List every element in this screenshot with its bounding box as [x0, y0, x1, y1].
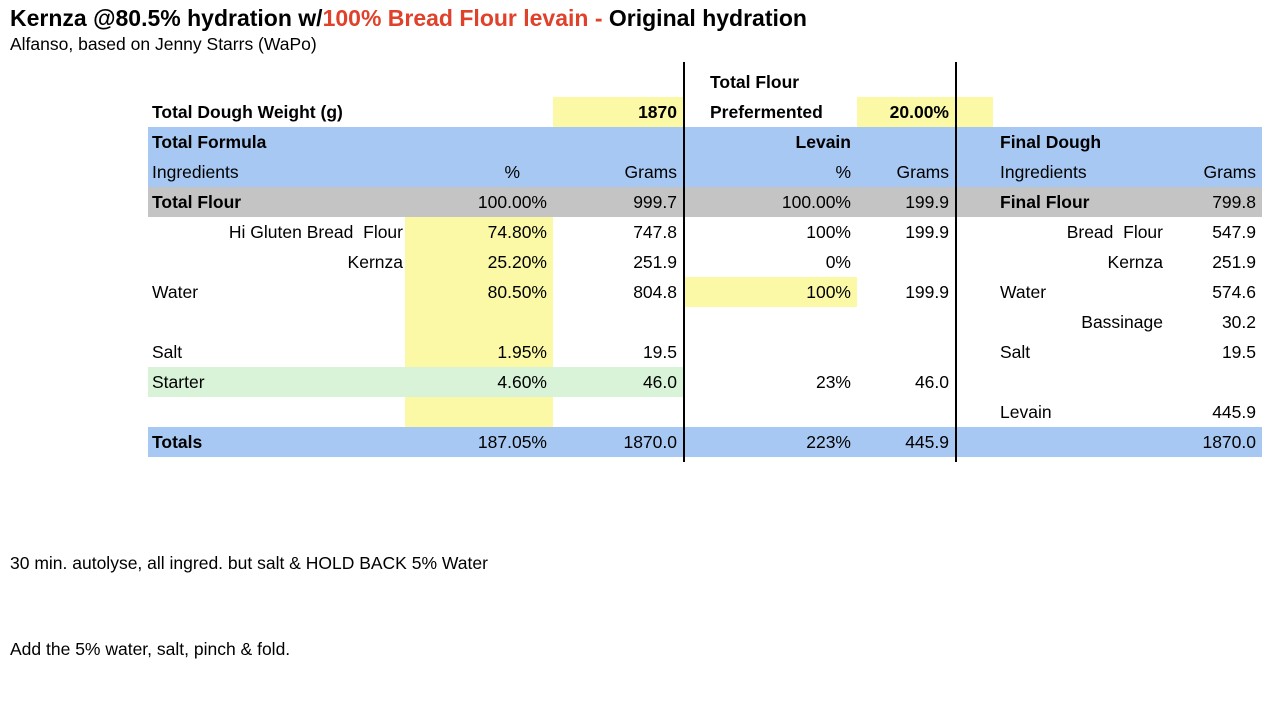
- row-starter-grams: 46.0: [553, 367, 683, 397]
- spacer-cell: [857, 127, 955, 157]
- levain-bread-flour-grams: 199.9: [905, 221, 949, 242]
- final-water-grams: 574.6: [1212, 281, 1256, 302]
- header-ingredients-left: Ingredients: [148, 157, 405, 187]
- levain-water-pct: 100%: [683, 277, 857, 307]
- preferment-yellow-overflow: [955, 97, 1262, 127]
- spacer-cell: [857, 307, 955, 337]
- final-salt-grams: 19.5: [1221, 341, 1256, 362]
- totals-pct: 187.05%: [405, 427, 553, 457]
- blank-yellow-pct-cell: [405, 397, 553, 427]
- spacer-cell: [857, 337, 955, 367]
- section-title-final-dough: Final Dough: [955, 127, 1262, 157]
- final-bread-flour-label: Bread Flour: [1066, 221, 1163, 242]
- final-levain-label: Levain: [1000, 401, 1052, 422]
- spacer-cell: [683, 397, 857, 427]
- row-total-flour-label: Total Flour: [148, 187, 405, 217]
- method-notes: 30 min. autolyse, all ingred. but salt &…: [10, 492, 579, 722]
- spacer-cell: [955, 427, 1165, 457]
- levain-kernza-grams: [857, 247, 955, 277]
- note-line: Add the 5% water, salt, pinch & fold.: [10, 638, 291, 659]
- totals-grams: 1870.0: [553, 427, 683, 457]
- row-water-label: Water: [152, 281, 199, 302]
- spacer-cell: [148, 397, 405, 427]
- header-grams-right: Grams: [1165, 157, 1262, 187]
- row-starter-label: Starter: [148, 367, 405, 397]
- table-divider-line-left: [683, 62, 685, 462]
- final-bassinage-grams: 30.2: [1221, 311, 1256, 332]
- spacer-cell: [857, 397, 955, 427]
- spacer-cell: [553, 307, 683, 337]
- row-bread-flour-label: Hi Gluten Bread Flour: [228, 221, 403, 242]
- title-part-red: 100% Bread Flour levain -: [322, 5, 609, 31]
- total-dough-weight-label: Total Dough Weight (g): [152, 101, 343, 122]
- spacer-cell: [553, 397, 683, 427]
- header-pct-left: %: [405, 157, 553, 187]
- table-divider-line-right: [955, 62, 957, 462]
- row-total-flour-pct: 100.00%: [405, 187, 553, 217]
- preferment-label-line2: Prefermented: [710, 101, 823, 122]
- spacer-cell: [148, 307, 405, 337]
- row-total-flour-grams: 999.7: [553, 187, 683, 217]
- section-title-levain: Levain: [683, 127, 857, 157]
- final-salt-label: Salt: [1000, 341, 1031, 362]
- levain-starter-pct: 23%: [815, 371, 851, 392]
- final-levain-grams: 445.9: [1212, 401, 1256, 422]
- row-bread-flour-pct: 74.80%: [405, 217, 553, 247]
- bakers-formula-table: Total Flour Total Dough Weight (g) 1870 …: [148, 67, 1262, 457]
- levain-total-flour-grams: 199.9: [857, 187, 955, 217]
- final-kernza-grams: 251.9: [1212, 251, 1256, 272]
- row-kernza-pct: 25.20%: [405, 247, 553, 277]
- yellow-cell-stub: [955, 97, 993, 127]
- row-kernza-label: Kernza: [347, 251, 403, 272]
- levain-totals-pct: 223%: [683, 427, 857, 457]
- spacer-cell: [683, 337, 857, 367]
- row-water-pct: 80.50%: [405, 277, 553, 307]
- levain-water-grams: 199.9: [905, 281, 949, 302]
- title-part-black1: Kernza @80.5% hydration w/: [10, 5, 323, 31]
- section-title-total-formula: Total Formula: [148, 127, 683, 157]
- header-pct-mid: %: [683, 157, 857, 187]
- header-grams-mid: Grams: [857, 157, 955, 187]
- preferment-label-line1: Total Flour: [710, 71, 800, 92]
- page-title: Kernza @80.5% hydration w/100% Bread Flo…: [10, 5, 807, 32]
- final-flour-grams: 799.8: [1165, 187, 1262, 217]
- spacer-cell: [955, 367, 1165, 397]
- levain-totals-grams: 445.9: [857, 427, 955, 457]
- levain-total-flour-pct: 100.00%: [683, 187, 857, 217]
- row-starter-pct: 4.60%: [405, 367, 553, 397]
- final-flour-label: Final Flour: [955, 187, 1165, 217]
- row-salt-label: Salt: [152, 341, 183, 362]
- levain-kernza-pct: 0%: [825, 251, 851, 272]
- spacer-cell: [1165, 367, 1262, 397]
- row-bread-flour-grams: 747.8: [633, 221, 677, 242]
- final-bassinage-label: Bassinage: [1081, 311, 1163, 332]
- note-line: 30 min. autolyse, all ingred. but salt &…: [10, 553, 488, 574]
- levain-bread-flour-pct: 100%: [806, 221, 851, 242]
- row-water-grams: 804.8: [633, 281, 677, 302]
- row-salt-grams: 19.5: [642, 341, 677, 362]
- spacer-cell: [955, 67, 1262, 97]
- header-ingredients-right: Ingredients: [955, 157, 1165, 187]
- final-bread-flour-grams: 547.9: [1212, 221, 1256, 242]
- attribution-subtitle: Alfanso, based on Jenny Starrs (WaPo): [10, 34, 317, 54]
- levain-starter-grams: 46.0: [914, 371, 949, 392]
- final-water-label: Water: [1000, 281, 1047, 302]
- row-kernza-grams: 251.9: [633, 251, 677, 272]
- spacer-cell: [683, 307, 857, 337]
- title-part-black2: Original hydration: [608, 5, 807, 31]
- blank-yellow-pct-cell: [405, 307, 553, 337]
- spacer-cell: [148, 67, 683, 97]
- totals-label: Totals: [148, 427, 405, 457]
- final-kernza-label: Kernza: [1107, 251, 1163, 272]
- total-dough-weight-value-cell: 1870: [553, 97, 683, 127]
- final-totals-grams: 1870.0: [1165, 427, 1262, 457]
- preferment-pct-cell: 20.00%: [857, 97, 955, 127]
- row-salt-pct: 1.95%: [405, 337, 553, 367]
- header-grams-left: Grams: [553, 157, 683, 187]
